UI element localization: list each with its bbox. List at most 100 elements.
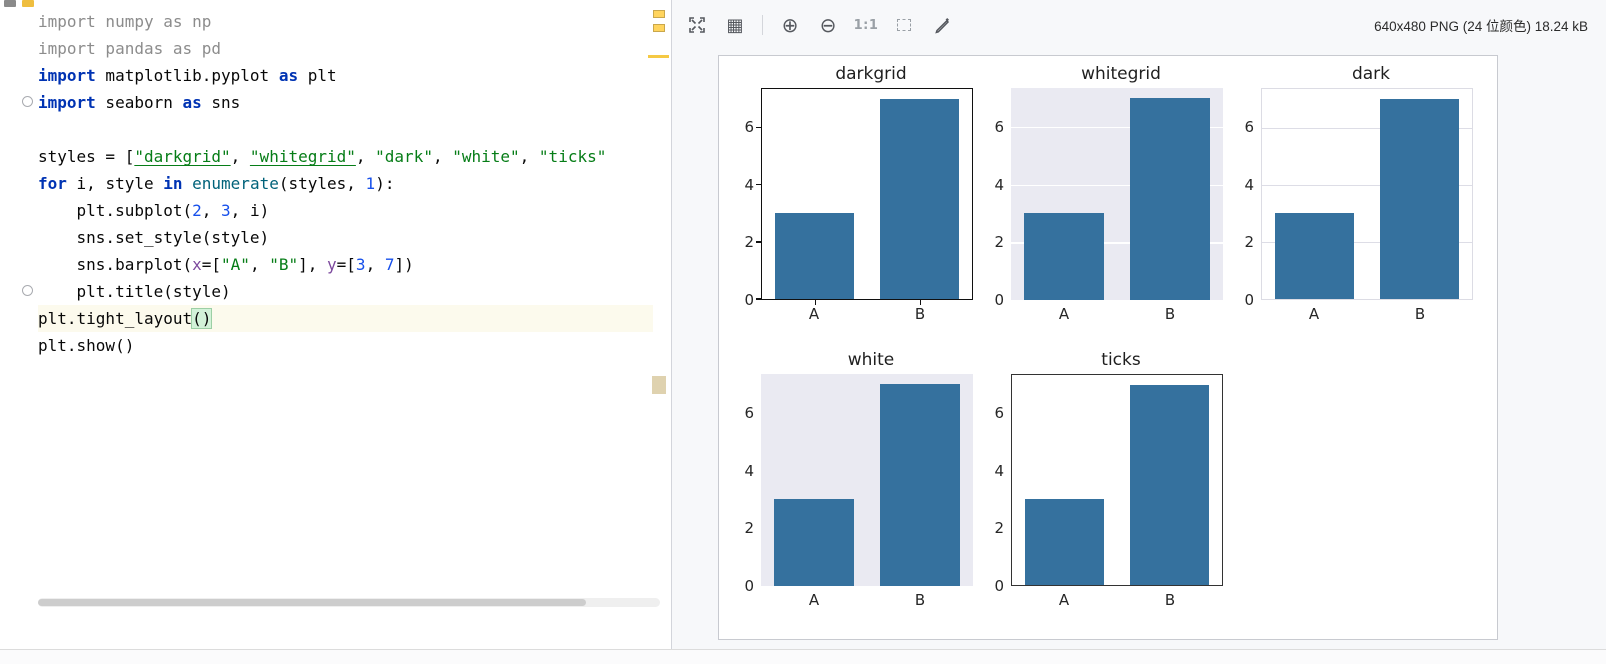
code-line[interactable]: plt.subplot(2, 3, i) — [38, 197, 653, 224]
scrollbar-thumb[interactable] — [38, 599, 586, 606]
code-line[interactable]: import pandas as pd — [38, 35, 653, 62]
warning-stripe-mark[interactable] — [653, 10, 665, 18]
toolbar-separator — [762, 15, 763, 35]
bar-B — [1129, 385, 1210, 585]
code-token: ): — [375, 174, 395, 193]
inspection-stripe[interactable] — [648, 0, 671, 664]
grid-view-icon[interactable]: ▦ — [720, 10, 750, 40]
bar-A — [1274, 213, 1355, 299]
gridline — [1262, 127, 1472, 129]
code-line[interactable]: import matplotlib.pyplot as plt — [38, 62, 653, 89]
code-token: "whitegrid" — [249, 147, 356, 166]
plot-area — [1011, 374, 1223, 586]
subplot-whitegrid: whitegrid 0 2 4 6 A B — [981, 62, 1231, 326]
clipped-toolbar-icon — [4, 0, 16, 7]
x-tick-label: A — [808, 591, 820, 609]
code-token: sns — [201, 93, 241, 112]
horizontal-scrollbar[interactable] — [38, 598, 660, 607]
scroll-stripe-mark[interactable] — [652, 376, 666, 394]
fit-to-window-icon[interactable] — [682, 10, 712, 40]
x-tick-label: B — [1164, 591, 1176, 609]
y-tick-label: 0 — [744, 577, 754, 595]
subplot-ticks: ticks 0 2 4 6 A B — [981, 348, 1231, 612]
code-token: plt.show() — [38, 336, 135, 355]
code-token: "B" — [269, 255, 299, 274]
code-token: as — [278, 66, 299, 85]
code-area[interactable]: import numpy as np import pandas as pd imp… — [38, 8, 653, 604]
code-token: , — [249, 255, 270, 274]
code-token — [183, 174, 193, 193]
y-tick-label: 2 — [994, 233, 1004, 252]
code-line[interactable]: plt.show() — [38, 332, 653, 359]
y-tick-label: 6 — [994, 403, 1004, 422]
plot-area — [1261, 88, 1473, 300]
warning-stripe-bar[interactable] — [648, 55, 669, 58]
y-tick-label: 4 — [744, 175, 754, 194]
code-line[interactable]: sns.barplot(x=["A", "B"], y=[3, 7]) — [38, 251, 653, 278]
code-token: =[ — [201, 255, 222, 274]
code-line[interactable]: sns.set_style(style) — [38, 224, 653, 251]
subplot-body: 0 2 4 6 — [731, 374, 981, 595]
x-tick-label: A — [1308, 305, 1320, 323]
code-token: i, style — [66, 174, 164, 193]
editor-gutter[interactable] — [22, 8, 36, 664]
code-token: "A" — [221, 255, 250, 274]
x-tick-label: A — [808, 305, 820, 323]
code-token: for — [38, 174, 67, 193]
frame-select-icon[interactable] — [889, 10, 919, 40]
code-line[interactable]: plt.tight_layout() — [38, 305, 653, 332]
pen-icon[interactable] — [927, 10, 957, 40]
code-token: 3 — [355, 255, 366, 274]
subplot-body: 0 2 4 6 — [731, 88, 981, 309]
code-line[interactable]: import numpy as np — [38, 8, 653, 35]
y-tick-label: 0 — [1244, 291, 1254, 309]
code-token: styles = [ — [38, 147, 135, 166]
y-tick-label: 4 — [1244, 175, 1254, 194]
code-token: import pandas as pd — [38, 39, 222, 58]
code-line[interactable]: for i, style in enumerate(styles, 1): — [38, 170, 653, 197]
code-token: 1 — [365, 174, 376, 193]
actual-size-button[interactable]: 1:1 — [851, 10, 881, 40]
zoom-out-icon[interactable]: ⊖ — [813, 10, 843, 40]
y-tick-label: 2 — [994, 519, 1004, 538]
y-axis: 0 2 4 6 — [981, 88, 1011, 309]
code-token: plt.title(style) — [38, 282, 231, 301]
code-token: plt.tight_layout — [38, 309, 193, 328]
code-token: , i) — [230, 201, 270, 220]
code-token: sns.set_style(style) — [38, 228, 270, 247]
code-token: () — [191, 308, 213, 329]
code-token: (styles, — [278, 174, 366, 193]
y-axis: 0 2 4 6 — [1231, 88, 1261, 309]
code-token: matplotlib.pyplot — [95, 66, 279, 85]
gutter-fold-icon[interactable] — [22, 96, 33, 107]
code-line[interactable]: plt.title(style) — [38, 278, 653, 305]
x-tick-mark — [919, 300, 921, 305]
code-line[interactable] — [38, 116, 653, 143]
bar-B — [879, 384, 961, 586]
y-tick-label: 4 — [744, 461, 754, 480]
x-tick-label: A — [1058, 305, 1070, 323]
code-line[interactable]: import seaborn as sns — [38, 89, 653, 116]
subplot-title: darkgrid — [835, 64, 907, 84]
y-tick-label: 2 — [744, 519, 754, 538]
code-token: , — [519, 147, 539, 166]
fit-arrows-glyph — [689, 17, 705, 33]
code-token: "dark" — [375, 147, 433, 166]
code-token: plt.subplot( — [38, 201, 193, 220]
y-tick-mark — [756, 241, 761, 243]
gridline — [1011, 184, 1223, 187]
zoom-in-icon[interactable]: ⊕ — [775, 10, 805, 40]
gutter-fold-icon[interactable] — [22, 285, 33, 296]
warning-stripe-mark[interactable] — [653, 24, 665, 32]
code-token: plt — [298, 66, 337, 85]
plot-area — [761, 374, 973, 586]
code-token: , — [355, 147, 376, 166]
plot-area — [1011, 88, 1223, 300]
code-editor-pane[interactable]: import numpy as np import pandas as pd imp… — [0, 0, 672, 664]
y-tick-mark — [756, 126, 761, 129]
clipped-toolbar-icon — [22, 0, 34, 7]
code-line[interactable]: styles = ["darkgrid", "whitegrid", "dark… — [38, 143, 653, 170]
